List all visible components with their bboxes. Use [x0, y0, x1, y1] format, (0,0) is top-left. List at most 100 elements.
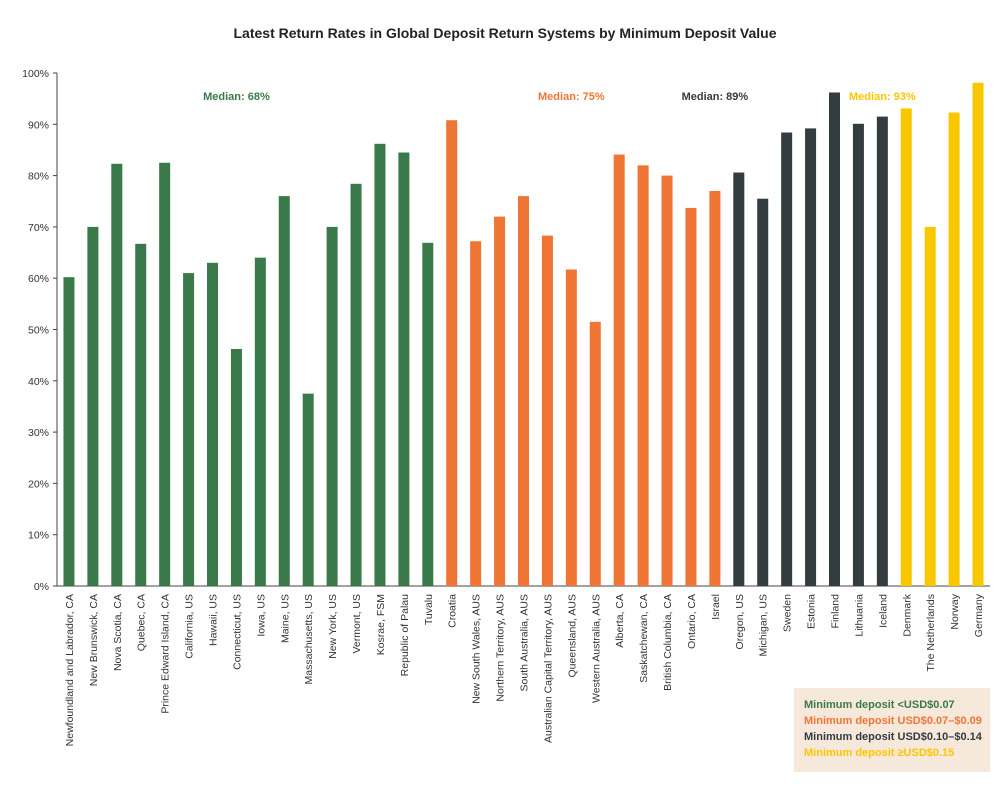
- x-tick-label: Alberta, CA: [614, 594, 626, 648]
- bar: [398, 152, 410, 586]
- bar: [565, 269, 577, 586]
- x-tick-label: Ontario, CA: [686, 594, 698, 649]
- bar: [972, 82, 984, 586]
- bar: [733, 172, 745, 586]
- x-tick-label: Germany: [973, 593, 985, 637]
- x-tick-label: Saskatchewan, CA: [638, 594, 650, 683]
- bar: [805, 128, 817, 587]
- bar: [852, 123, 864, 587]
- median-label: Median: 93%: [849, 91, 916, 103]
- x-tick-label: Hawaii, US: [208, 594, 220, 646]
- x-tick-label: Croatia: [447, 594, 459, 628]
- x-tick-label: New York, US: [327, 594, 339, 659]
- x-tick-label: Prince Edward Island, CA: [160, 594, 172, 714]
- x-tick-label: Norway: [949, 593, 961, 629]
- x-tick-label: Oregon, US: [734, 594, 746, 649]
- bar: [781, 132, 793, 586]
- x-tick-label: Finland: [830, 594, 842, 629]
- x-tick-label: New South Wales, AUS: [471, 594, 483, 704]
- x-tick-label: Vermont, US: [351, 594, 363, 654]
- y-tick-label: 90%: [28, 119, 49, 131]
- x-tick-label: Estonia: [806, 594, 818, 629]
- y-tick-label: 70%: [28, 222, 49, 234]
- x-tick-label: Queensland, AUS: [566, 594, 578, 677]
- bars: [63, 82, 984, 587]
- x-tick-label: Sweden: [782, 594, 794, 632]
- bar: [589, 321, 601, 586]
- x-tick-label: Iowa, US: [255, 594, 267, 637]
- x-tick-label: Northern Territory, AUS: [495, 594, 507, 702]
- bar: [828, 92, 841, 586]
- x-tick-label: Western Australia, AUS: [590, 594, 602, 703]
- x-tick-label: Michigan, US: [758, 594, 770, 656]
- x-tick-label: British Columbia, CA: [662, 594, 674, 691]
- bar: [876, 116, 888, 586]
- x-tick-label: California, US: [184, 594, 196, 659]
- bar: [87, 226, 99, 586]
- x-tick-label: Israel: [710, 594, 722, 620]
- x-tick-label: Maine, US: [279, 594, 291, 643]
- x-tick-label: Quebec, CA: [136, 594, 148, 651]
- median-labels: Median: 68% Median: 75% Median: 89% Median:…: [203, 91, 916, 103]
- bar: [302, 393, 314, 586]
- y-tick-label: 50%: [28, 325, 49, 337]
- y-tick-label: 30%: [28, 427, 49, 439]
- x-tick-label: Connecticut, US: [231, 594, 243, 670]
- y-tick-label: 80%: [28, 171, 49, 183]
- bar: [685, 207, 697, 586]
- x-tick-label: The Netherlands: [925, 594, 937, 672]
- x-tick-label: Kosrae, FSM: [375, 594, 387, 655]
- x-axis-labels: Newfoundland and Labrador, CA New Brunswi…: [64, 593, 985, 746]
- median-label: Median: 75%: [538, 91, 605, 103]
- bar: [661, 175, 673, 586]
- bar: [230, 348, 242, 586]
- y-tick-label: 20%: [28, 478, 49, 490]
- bar: [613, 154, 625, 586]
- legend-item-orange: Minimum deposit USD$0.07–$0.09: [804, 715, 982, 727]
- bar: [517, 196, 530, 586]
- bar: [111, 163, 123, 586]
- bar: [63, 277, 75, 586]
- x-tick-label: Iceland: [877, 594, 889, 628]
- legend: Minimum deposit <USD$0.07 Minimum deposi…: [794, 688, 990, 772]
- legend-item-dark: Minimum deposit USD$0.10–$0.14: [804, 731, 982, 743]
- x-tick-label: Lithuania: [853, 594, 865, 637]
- bar: [374, 143, 386, 586]
- y-tick-label: 100%: [22, 68, 49, 80]
- y-tick-label: 0%: [34, 581, 49, 593]
- x-tick-label: New Brunswick, CA: [88, 594, 100, 686]
- legend-item-green: Minimum deposit <USD$0.07: [804, 699, 955, 711]
- bar: [494, 216, 506, 586]
- bar: [326, 226, 338, 586]
- x-tick-label: Denmark: [901, 593, 913, 636]
- x-tick-label: Nova Scotia, CA: [112, 594, 124, 671]
- bar: [900, 108, 912, 586]
- bar: [254, 257, 266, 586]
- y-tick-label: 60%: [28, 273, 49, 285]
- bar: [948, 112, 960, 586]
- x-tick-label: Tuvalu: [423, 594, 435, 625]
- x-tick-label: Australian Capital Territory, AUS: [542, 594, 554, 743]
- bar: [183, 273, 195, 586]
- bar: [637, 165, 649, 586]
- bar: [757, 198, 769, 586]
- y-tick-label: 40%: [28, 376, 49, 388]
- bar: [135, 243, 147, 587]
- x-tick-label: Massachusetts, US: [303, 594, 315, 684]
- bar: [470, 241, 482, 587]
- x-tick-label: Newfoundland and Labrador, CA: [64, 594, 76, 746]
- bar: [709, 190, 721, 587]
- bar: [446, 120, 458, 587]
- chart-title: Latest Return Rates in Global Deposit Re…: [234, 25, 777, 41]
- bar: [350, 183, 362, 587]
- x-tick-label: South Australia, AUS: [519, 594, 531, 691]
- median-label: Median: 68%: [203, 91, 270, 103]
- bar: [278, 196, 290, 586]
- bar: [541, 235, 553, 586]
- bar: [206, 262, 219, 586]
- bar: [924, 226, 936, 586]
- legend-item-yellow: Minimum deposit ≥USD$0.15: [804, 747, 955, 759]
- median-label: Median: 89%: [682, 91, 749, 103]
- y-tick-label: 10%: [28, 530, 49, 542]
